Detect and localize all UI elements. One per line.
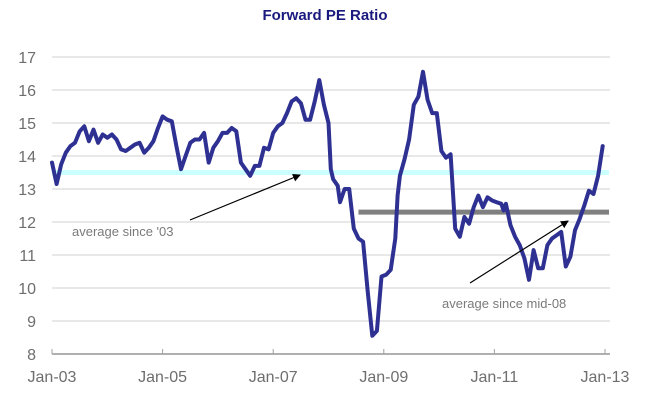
annotations: average since '03 average since mid-08 bbox=[72, 173, 569, 311]
series-layer bbox=[50, 69, 605, 338]
y-tick-label: 12 bbox=[18, 215, 36, 232]
x-tick-label: Jan-11 bbox=[471, 369, 519, 386]
annotation-arrow-average-since-03 bbox=[189, 173, 301, 221]
y-tick-label: 11 bbox=[19, 248, 36, 265]
series-line-forward-pe bbox=[50, 69, 605, 338]
x-tick-label: Jan-09 bbox=[359, 369, 408, 386]
y-tick-label: 15 bbox=[18, 116, 36, 133]
y-tick-label: 17 bbox=[18, 50, 36, 67]
y-tick-label: 16 bbox=[18, 83, 36, 100]
gridlines bbox=[52, 56, 610, 322]
y-tick-label: 8 bbox=[27, 347, 36, 364]
x-tick-label: Jan-07 bbox=[249, 369, 298, 386]
y-tick-label: 14 bbox=[18, 149, 36, 166]
y-tick-label: 9 bbox=[27, 314, 36, 331]
y-axis-tick-labels: 8 9 10 11 12 13 14 15 16 17 bbox=[18, 50, 36, 364]
x-tick-label: Jan-03 bbox=[28, 369, 77, 386]
x-tick-label: Jan-13 bbox=[581, 369, 630, 386]
x-axis: Jan-03 Jan-05 Jan-07 Jan-09 Jan-11 Jan-13 bbox=[28, 349, 630, 386]
reference-lines bbox=[52, 170, 609, 215]
y-tick-label: 13 bbox=[18, 182, 36, 199]
chart-title: Forward PE Ratio bbox=[262, 7, 388, 24]
annotation-average-since-03: average since '03 bbox=[72, 224, 174, 239]
x-tick-label: Jan-05 bbox=[138, 369, 187, 386]
y-tick-label: 10 bbox=[18, 281, 36, 298]
annotation-average-since-mid-08: average since mid-08 bbox=[442, 296, 566, 311]
annotation-arrow-average-since-mid-08 bbox=[469, 220, 569, 284]
